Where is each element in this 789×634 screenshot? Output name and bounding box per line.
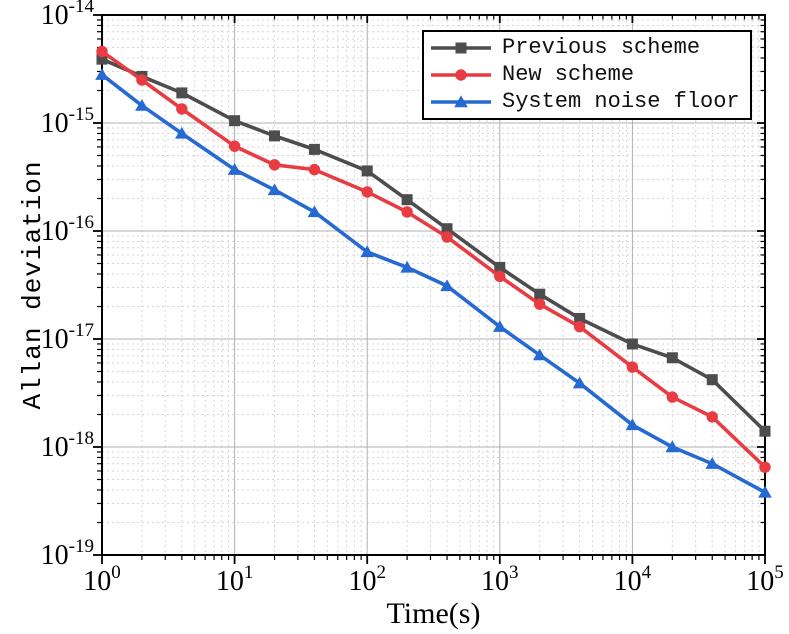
new-scheme-line (100, 49, 767, 470)
grid-minor (102, 15, 765, 555)
y-tick-label: 10-14 (41, 0, 95, 31)
x-tick-label: 104 (614, 562, 652, 597)
legend-item-system-noise-floor: System noise floor (430, 89, 744, 115)
legend-label: System noise floor (502, 89, 740, 115)
legend-marker-circle-icon (431, 69, 491, 81)
y-tick-label: 10-18 (41, 428, 94, 463)
x-tick-labels: 100 101 102 103 104 105 (83, 562, 784, 597)
y-tick-label: 10-16 (41, 212, 94, 247)
system-noise-floor-line (100, 72, 767, 495)
x-tick-label: 101 (216, 562, 254, 597)
previous-scheme-line (100, 57, 767, 434)
x-tick-label: 103 (481, 562, 519, 597)
previous-scheme-series (96, 53, 771, 437)
legend-marker-triangle-up-icon (431, 95, 491, 108)
y-axis-title: Allan deviation (18, 160, 48, 410)
legend-label: New scheme (502, 61, 635, 87)
x-tick-label: 100 (83, 562, 121, 597)
chart-legend: Previous scheme New scheme System noise fl… (422, 30, 752, 120)
x-tick-label: 102 (348, 562, 386, 597)
x-axis-title: Time(s) (386, 597, 481, 630)
legend-item-previous-scheme: Previous scheme (430, 35, 744, 61)
new-scheme-series (96, 45, 771, 473)
plot-border (101, 14, 766, 556)
x-tick-label: 105 (746, 562, 784, 597)
system-noise-floor-series (95, 68, 772, 498)
legend-label: Previous scheme (502, 34, 701, 60)
legend-marker-square-icon (431, 42, 491, 54)
y-tick-label: 10-17 (41, 320, 94, 355)
y-tick-label: 10-15 (41, 104, 94, 139)
legend-item-new-scheme: New scheme (430, 62, 744, 88)
